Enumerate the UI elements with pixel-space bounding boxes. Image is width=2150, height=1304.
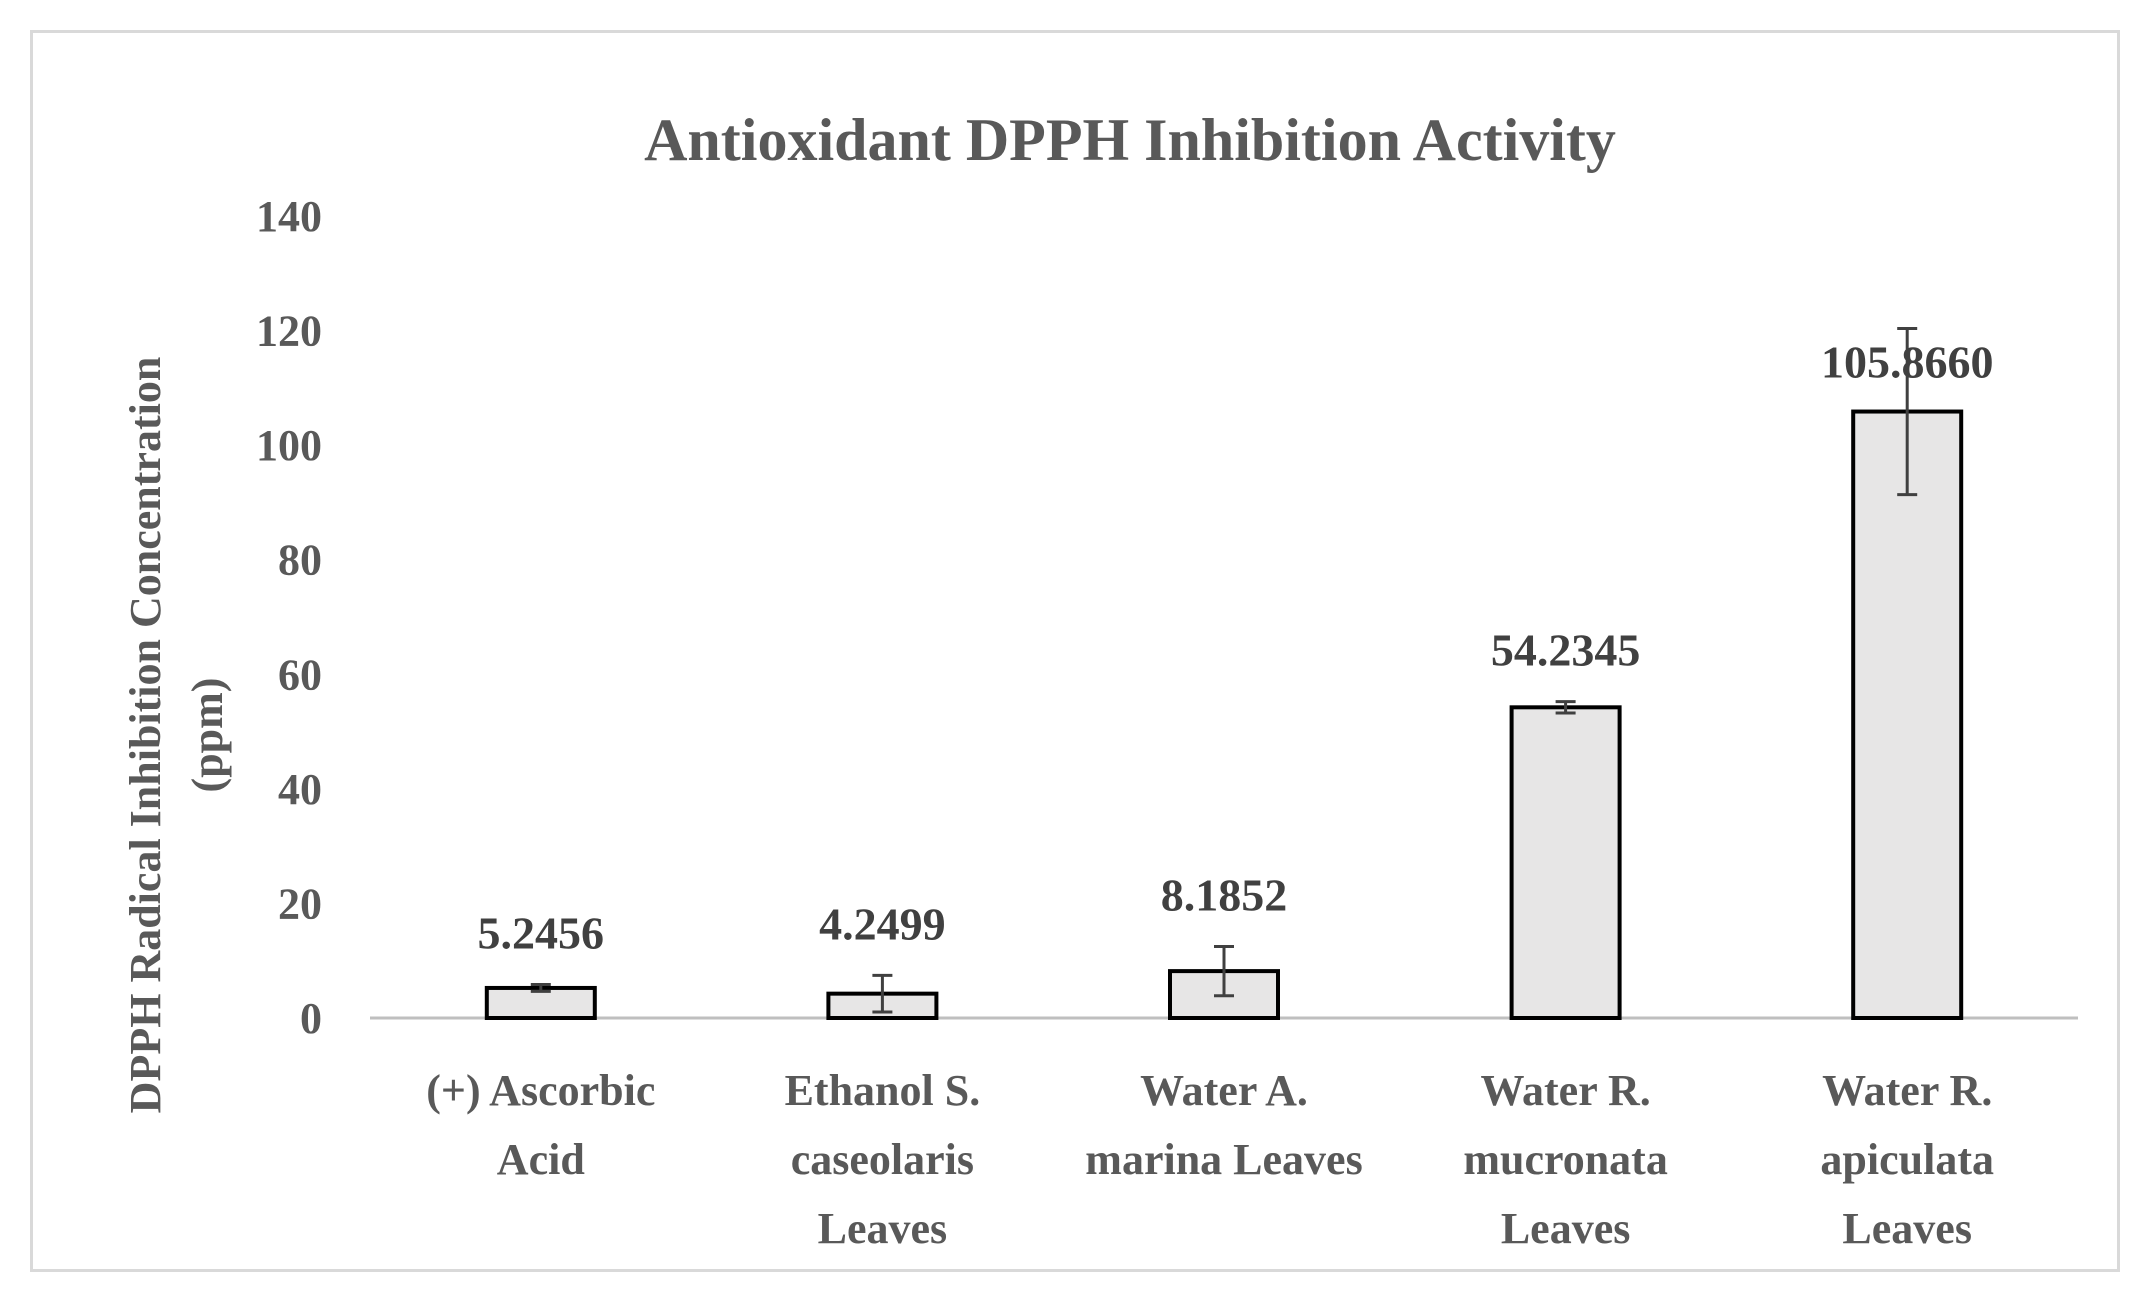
y-tick-label: 20 [278, 879, 322, 928]
data-label: 105.8660 [1821, 337, 1994, 388]
category-labels-group: (+) Ascorbic Acid Ethanol S. caseolaris Leav… [426, 1066, 1994, 1253]
y-axis-title-line-2: (ppm) [183, 678, 232, 793]
data-labels-group: 5.2456 4.2499 8.1852 54.2345 105.8660 [478, 337, 1994, 959]
data-label: 8.1852 [1161, 869, 1288, 920]
category-label: Acid [497, 1135, 585, 1184]
category-label: Ethanol S. [785, 1066, 981, 1115]
bars-group [484, 409, 1964, 1020]
category-label: apiculata [1820, 1135, 1994, 1184]
data-label: 5.2456 [478, 908, 605, 959]
chart-frame [30, 30, 2120, 1272]
y-tick-label: 80 [278, 536, 322, 585]
bar [484, 985, 597, 1020]
y-tick-label: 120 [256, 307, 322, 356]
category-label: Water A. [1140, 1066, 1308, 1115]
y-tick-label: 100 [256, 421, 322, 470]
error-bar [530, 983, 551, 993]
category-label: Leaves [1842, 1204, 1972, 1253]
y-tick-label: 140 [256, 192, 322, 241]
error-bar [872, 973, 893, 1014]
y-tick-label: 0 [300, 994, 322, 1043]
category-label: marina Leaves [1085, 1135, 1362, 1184]
data-label: 4.2499 [819, 898, 946, 949]
error-bar [1214, 944, 1234, 998]
y-tick-label: 60 [278, 650, 322, 699]
y-tick-labels: 0 20 40 60 80 100 120 140 [256, 192, 322, 1043]
category-label: caseolaris [791, 1135, 974, 1184]
category-label: Leaves [1501, 1204, 1631, 1253]
category-label: Leaves [818, 1204, 948, 1253]
y-tick-label: 40 [278, 765, 322, 814]
category-label: mucronata [1463, 1135, 1668, 1184]
category-label: (+) Ascorbic [426, 1066, 655, 1115]
error-bar [1897, 326, 1918, 497]
category-label: Water R. [1822, 1066, 1992, 1115]
error-bar [1555, 700, 1576, 715]
bar [1851, 409, 1964, 1020]
y-axis-title: DPPH Radical Inhibition Concentration (p… [121, 357, 232, 1114]
error-bars-group [530, 326, 1918, 1014]
chart-title: Antioxidant DPPH Inhibition Activity [644, 107, 1616, 173]
bar [1509, 705, 1622, 1020]
category-label: Water R. [1480, 1066, 1650, 1115]
data-label: 54.2345 [1491, 625, 1641, 676]
y-axis-title-line-1: DPPH Radical Inhibition Concentration [121, 357, 170, 1114]
